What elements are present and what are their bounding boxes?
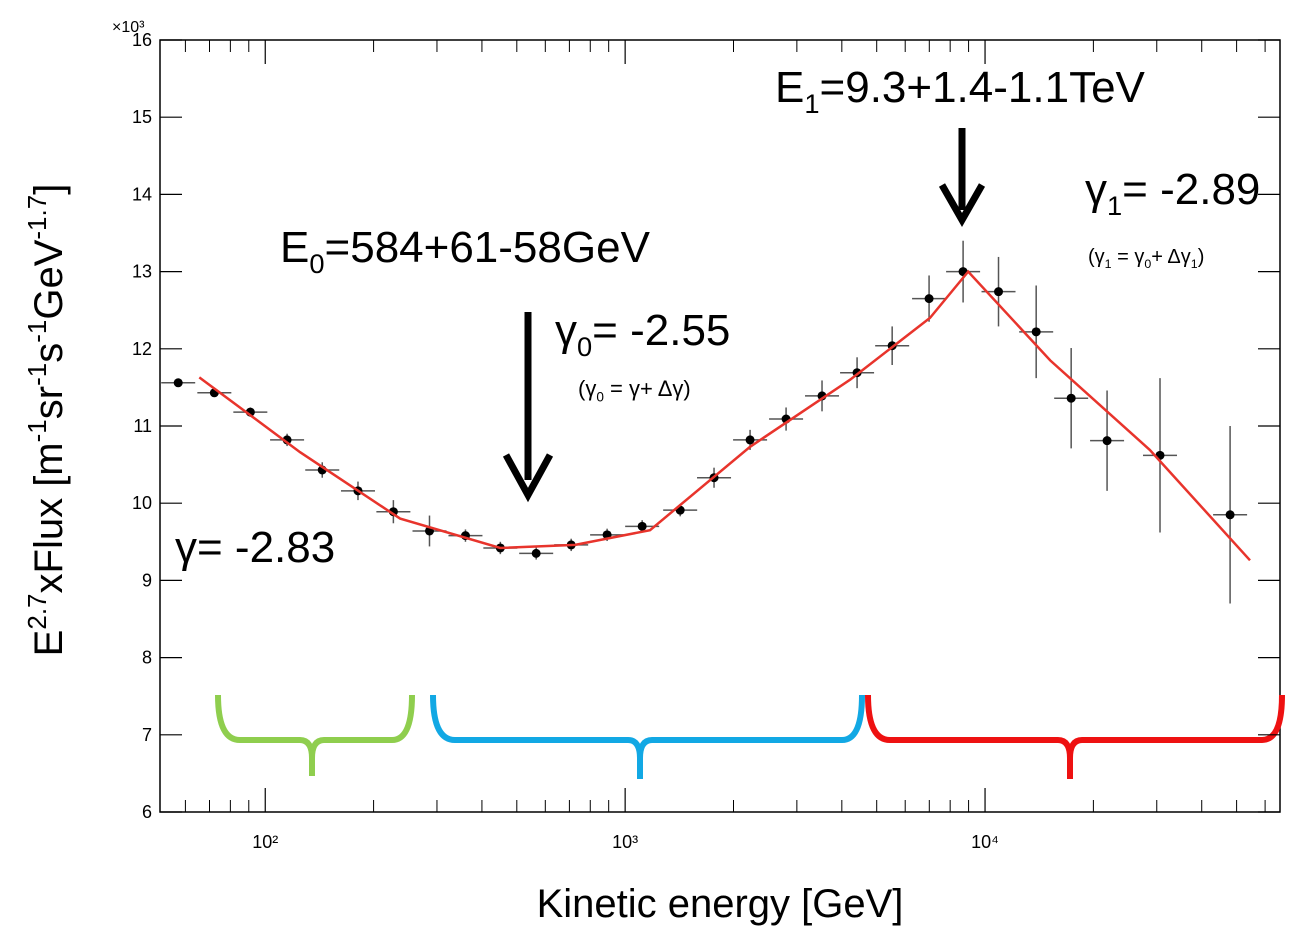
annotation: (γ0 = γ+ Δγ) bbox=[578, 376, 691, 405]
brace-mid bbox=[430, 694, 865, 779]
y-axis-label: E2.7xFlux [m-1sr-1s-1GeV-1.7] bbox=[22, 184, 71, 657]
x-axis-label: Kinetic energy [GeV] bbox=[537, 882, 904, 926]
annotation-part: E bbox=[775, 63, 804, 112]
annotation-sub: 1 bbox=[804, 88, 819, 119]
annotation-part: ) bbox=[1198, 246, 1205, 268]
y-label-sup: -1 bbox=[22, 320, 52, 343]
annotation-part: =584+61-58GeV bbox=[325, 223, 651, 272]
y-tick-label: 13 bbox=[132, 262, 152, 282]
annotation-part: E bbox=[280, 223, 309, 272]
annotation-part: = γ+ Δγ) bbox=[604, 376, 691, 401]
y-label-sup: -1.7 bbox=[22, 195, 52, 240]
y-multiplier: ×10³ bbox=[112, 19, 145, 36]
annotation-part: (γ bbox=[1088, 246, 1105, 268]
annotation-part: = γ bbox=[1112, 246, 1145, 268]
arrow-e0-head bbox=[502, 453, 554, 503]
y-label-sup: -1 bbox=[22, 363, 52, 386]
y-tick-label: 8 bbox=[142, 648, 152, 668]
y-tick-label: 15 bbox=[132, 107, 152, 127]
data-point bbox=[1225, 510, 1235, 520]
y-tick-label: 14 bbox=[132, 184, 152, 204]
annotation-sub: 1 bbox=[1105, 257, 1112, 271]
annotation-sub: 0 bbox=[596, 390, 604, 405]
annotation: γ0= -2.55 bbox=[555, 306, 730, 362]
annotation: γ1= -2.89 bbox=[1085, 165, 1260, 221]
annotation: E1=9.3+1.4-1.1TeV bbox=[775, 63, 1146, 119]
y-label-part: GeV bbox=[27, 239, 71, 319]
annotation-part: + Δγ bbox=[1151, 246, 1191, 268]
annotation: γ= -2.83 bbox=[175, 523, 335, 572]
annotation-part: =9.3+1.4-1.1TeV bbox=[820, 63, 1146, 112]
plot-frame bbox=[159, 39, 1281, 813]
data-point bbox=[1102, 436, 1112, 446]
annotation-sub: 0 bbox=[309, 248, 324, 279]
y-tick-label: 7 bbox=[142, 725, 152, 745]
range-braces bbox=[215, 694, 1285, 779]
x-tick-label: 10³ bbox=[612, 832, 638, 852]
y-tick-label: 6 bbox=[142, 802, 152, 822]
y-label-part: sr bbox=[27, 386, 71, 419]
annotation-part: = -2.55 bbox=[592, 306, 730, 355]
annotation-sub: 0 bbox=[577, 331, 592, 362]
y-label-sup: -1 bbox=[22, 419, 52, 442]
fit-line bbox=[198, 269, 1251, 562]
data-point bbox=[637, 521, 647, 531]
y-tick-label: 11 bbox=[133, 416, 152, 436]
annotation-sub: 1 bbox=[1191, 257, 1198, 271]
annotation-part: γ= -2.83 bbox=[175, 523, 335, 572]
data-point bbox=[1066, 393, 1076, 403]
arrow-e1-head bbox=[938, 183, 986, 228]
y-label-part: ] bbox=[27, 184, 71, 195]
annotation: (γ1 = γ0+ Δγ1) bbox=[1088, 246, 1204, 271]
y-tick-label: 10 bbox=[132, 493, 152, 513]
x-tick-label: 10⁴ bbox=[971, 832, 999, 852]
annotation-part: γ bbox=[555, 306, 577, 355]
data-point bbox=[1031, 327, 1041, 337]
y-tick-label: 12 bbox=[132, 339, 152, 359]
x-tick-label: 10² bbox=[252, 832, 278, 852]
data-point bbox=[173, 378, 183, 388]
data-point bbox=[994, 287, 1004, 297]
y-label-part: xFlux [m bbox=[27, 442, 71, 593]
annotation-sub: 1 bbox=[1107, 190, 1122, 221]
data-point bbox=[924, 294, 934, 304]
y-label-part: s bbox=[27, 343, 71, 363]
y-tick-label: 16 bbox=[132, 30, 152, 50]
y-label-part: E bbox=[27, 630, 71, 657]
annotation-part: γ bbox=[1085, 165, 1107, 214]
annotation-sub: 0 bbox=[1144, 257, 1151, 271]
brace-low bbox=[215, 694, 415, 776]
brace-high bbox=[865, 694, 1285, 779]
data-point bbox=[531, 548, 541, 558]
annotation-part: (γ bbox=[578, 376, 596, 401]
arrows bbox=[502, 128, 986, 503]
y-tick-label: 9 bbox=[142, 570, 152, 590]
annotation: E0=584+61-58GeV bbox=[280, 223, 651, 279]
annotation-part: = -2.89 bbox=[1122, 165, 1260, 214]
y-label-sup: 2.7 bbox=[22, 593, 52, 629]
data-point bbox=[745, 435, 755, 445]
